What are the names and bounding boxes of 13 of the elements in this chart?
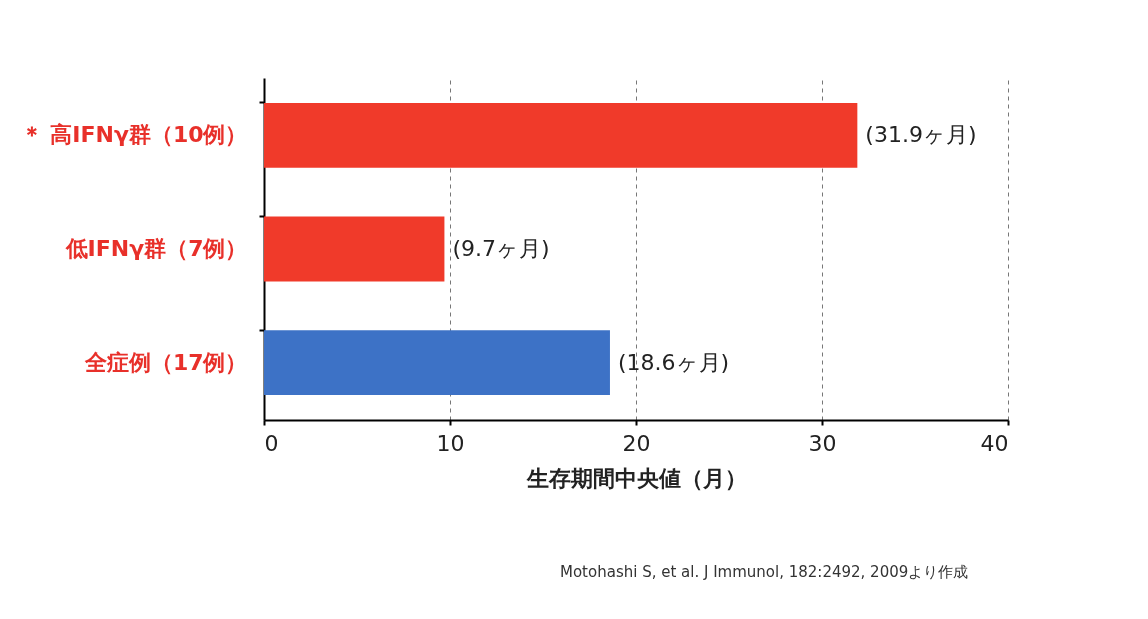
data-label: (31.9ヶ月) (865, 122, 977, 148)
x-tick-label: 0 (264, 430, 279, 456)
x-tick-label: 20 (622, 430, 651, 456)
y-tick-label: 全症例（17例） (83, 349, 248, 375)
y-tick-label: 低IFNγ群（7例） (64, 236, 248, 261)
x-axis-title: 生存期間中央値（月） (525, 465, 747, 491)
x-tick-label: 10 (436, 430, 465, 456)
y-tick-label: ＊ 高IFNγ群（10例） (20, 122, 248, 148)
text: Motohashi S, et al. J Immunol, 182:2492, 2009より作成 (560, 563, 969, 582)
data-label: (18.6ヶ月) (617, 349, 730, 375)
x-tick-label: 30 (808, 430, 837, 456)
x-tick-label: 40 (980, 430, 1009, 456)
data-label: (9.7ヶ月) (452, 236, 550, 261)
